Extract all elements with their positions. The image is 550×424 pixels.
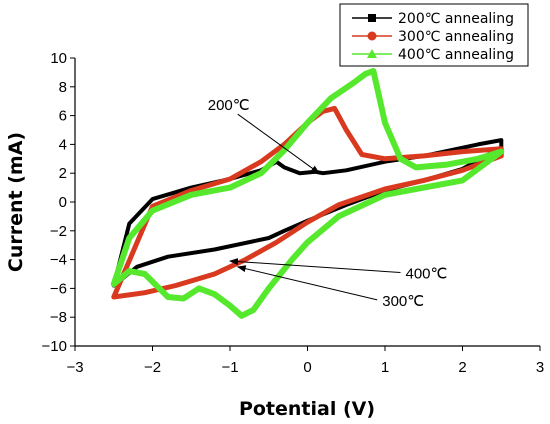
y-tick-label: 8 bbox=[59, 79, 67, 96]
x-tick-label: −2 bbox=[144, 359, 161, 376]
y-tick-label: −10 bbox=[42, 338, 67, 355]
legend-label: 400℃ annealing bbox=[398, 47, 514, 63]
x-ticks: −3 −2 −1 0 1 2 3 bbox=[66, 346, 544, 376]
y-tick-label: 2 bbox=[59, 165, 67, 182]
y-tick-label: −6 bbox=[50, 280, 67, 297]
y-tick-label: 6 bbox=[59, 108, 67, 125]
legend-marker-circle bbox=[367, 31, 377, 41]
annotation-arrow bbox=[236, 265, 378, 301]
series-line-3 bbox=[110, 68, 505, 319]
legend-marker-triangle bbox=[367, 49, 377, 58]
y-ticks: −10 −8 −6 −4 −2 0 2 4 6 8 10 bbox=[42, 50, 75, 355]
y-axis-title: Current (mA) bbox=[5, 132, 27, 272]
x-tick-label: 1 bbox=[381, 359, 389, 376]
x-tick-label: −1 bbox=[221, 359, 238, 376]
annotations: 200℃ 400℃ 300℃ bbox=[208, 97, 448, 310]
legend-label: 200℃ annealing bbox=[398, 11, 514, 27]
legend: 200℃ annealing 300℃ annealing 400℃ anneali… bbox=[339, 3, 529, 67]
y-tick-label: 10 bbox=[50, 50, 67, 67]
y-tick-label: −8 bbox=[50, 309, 67, 326]
x-axis-title: Potential (V) bbox=[239, 398, 375, 420]
y-tick-label: 4 bbox=[59, 136, 67, 153]
series-line-2 bbox=[111, 105, 504, 300]
legend-label: 300℃ annealing bbox=[398, 29, 514, 45]
annotation-label: 300℃ bbox=[382, 293, 424, 310]
y-tick-label: −4 bbox=[50, 252, 67, 269]
axes bbox=[74, 58, 540, 347]
annotation-arrow bbox=[229, 258, 401, 274]
legend-marker-square bbox=[368, 14, 376, 22]
y-tick-label: −2 bbox=[50, 223, 67, 240]
series-group bbox=[110, 68, 505, 319]
series-line-1 bbox=[111, 138, 504, 288]
y-tick-label: 0 bbox=[59, 194, 67, 211]
x-tick-label: 2 bbox=[458, 359, 466, 376]
x-tick-label: −3 bbox=[66, 359, 83, 376]
x-tick-label: 0 bbox=[303, 359, 311, 376]
annotation-label: 400℃ bbox=[406, 266, 448, 283]
annotation-arrow bbox=[237, 113, 320, 174]
annotation-label: 200℃ bbox=[208, 97, 250, 114]
x-tick-label: 3 bbox=[536, 359, 544, 376]
